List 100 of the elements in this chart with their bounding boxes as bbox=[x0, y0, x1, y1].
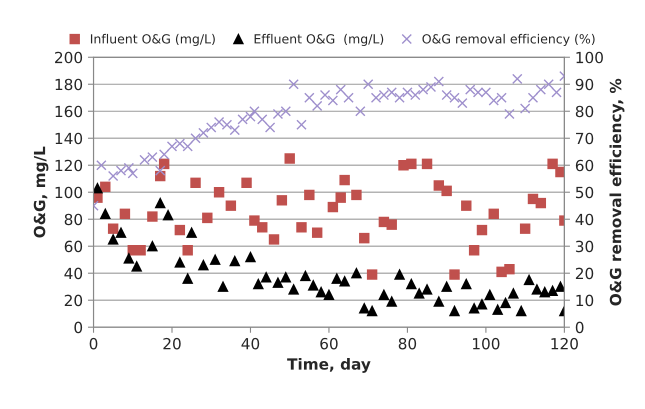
y2-tick-label: 20 bbox=[576, 268, 594, 280]
y2-tick-label: 50 bbox=[576, 186, 594, 198]
x-tick-label: 80 bbox=[398, 338, 416, 350]
point bbox=[268, 234, 280, 245]
x-tick-label: 120 bbox=[551, 338, 578, 350]
point bbox=[366, 269, 378, 280]
point bbox=[468, 303, 480, 314]
y-tick-label: 200 bbox=[55, 52, 82, 64]
point bbox=[516, 306, 526, 316]
point bbox=[520, 223, 530, 234]
point bbox=[394, 269, 405, 280]
point bbox=[555, 166, 564, 178]
x-tick-label: 0 bbox=[90, 338, 98, 350]
point bbox=[182, 245, 193, 256]
y-axis-title: O&G, mg/L bbox=[34, 146, 48, 238]
point bbox=[230, 256, 240, 266]
point bbox=[359, 303, 370, 314]
y2-tick-label: 60 bbox=[576, 160, 594, 172]
y-tick-label: 0 bbox=[74, 322, 82, 334]
point bbox=[245, 252, 256, 262]
point bbox=[147, 241, 158, 252]
point bbox=[108, 223, 118, 234]
point bbox=[378, 290, 390, 300]
point bbox=[434, 296, 444, 307]
y-tick-label: 180 bbox=[56, 78, 82, 90]
point bbox=[300, 270, 311, 282]
y-tick-label: 60 bbox=[64, 240, 82, 252]
point bbox=[492, 304, 503, 315]
x-axis-title: Time, day bbox=[287, 358, 371, 373]
point bbox=[249, 215, 260, 226]
point bbox=[488, 208, 499, 220]
x-tick-label: 60 bbox=[320, 338, 338, 350]
point bbox=[280, 272, 291, 282]
y-tick-label: 100 bbox=[56, 186, 82, 198]
point bbox=[218, 282, 228, 292]
point bbox=[414, 288, 424, 299]
point bbox=[547, 286, 558, 296]
point bbox=[210, 254, 220, 265]
point bbox=[406, 158, 417, 170]
y-tick-label: 80 bbox=[64, 214, 82, 226]
y-tick-label: 20 bbox=[64, 294, 82, 306]
y2-tick-label: 80 bbox=[576, 106, 594, 118]
point bbox=[339, 174, 350, 186]
y-tick-label: 120 bbox=[56, 160, 82, 172]
point bbox=[272, 277, 284, 288]
point bbox=[476, 299, 488, 310]
point bbox=[304, 190, 315, 200]
point bbox=[332, 273, 342, 284]
point bbox=[449, 269, 460, 280]
y2-tick-label: 40 bbox=[576, 214, 594, 226]
point bbox=[484, 290, 496, 300]
point bbox=[182, 273, 193, 284]
point bbox=[324, 290, 334, 300]
point bbox=[351, 268, 362, 278]
point bbox=[226, 200, 236, 211]
point bbox=[202, 212, 213, 224]
point bbox=[120, 208, 130, 220]
point bbox=[100, 208, 111, 220]
y2-tick-label: 10 bbox=[576, 294, 594, 306]
point bbox=[174, 224, 186, 236]
point bbox=[124, 253, 134, 264]
point bbox=[386, 219, 397, 230]
point bbox=[449, 306, 460, 316]
point bbox=[406, 278, 417, 290]
point bbox=[351, 190, 362, 200]
y2-tick-label: 90 bbox=[576, 78, 594, 90]
point bbox=[328, 202, 338, 212]
point bbox=[158, 158, 170, 170]
x-tick-label: 100 bbox=[472, 338, 500, 350]
x-tick-label: 20 bbox=[163, 338, 181, 350]
point bbox=[162, 210, 174, 220]
point bbox=[108, 234, 118, 245]
point bbox=[312, 228, 322, 238]
point bbox=[468, 245, 480, 256]
point bbox=[296, 222, 307, 233]
point bbox=[316, 286, 326, 298]
point bbox=[308, 280, 318, 291]
point bbox=[100, 182, 111, 192]
point bbox=[174, 257, 186, 268]
point bbox=[131, 261, 142, 272]
y-tick-label: 140 bbox=[56, 132, 82, 144]
point bbox=[260, 272, 272, 282]
point bbox=[214, 187, 224, 198]
point bbox=[540, 286, 550, 298]
point bbox=[508, 288, 519, 299]
point bbox=[147, 211, 158, 222]
point bbox=[536, 198, 546, 208]
legend-label: Effluent O&G (mg/L) bbox=[254, 34, 384, 46]
point bbox=[441, 186, 452, 196]
point bbox=[524, 274, 534, 286]
point bbox=[155, 198, 166, 208]
point bbox=[422, 158, 432, 170]
point bbox=[116, 228, 126, 238]
y2-tick-label: 70 bbox=[576, 132, 594, 144]
point bbox=[461, 278, 472, 290]
point bbox=[198, 260, 209, 270]
point bbox=[336, 192, 346, 203]
point bbox=[288, 284, 299, 295]
point bbox=[284, 153, 295, 164]
point bbox=[476, 224, 488, 236]
